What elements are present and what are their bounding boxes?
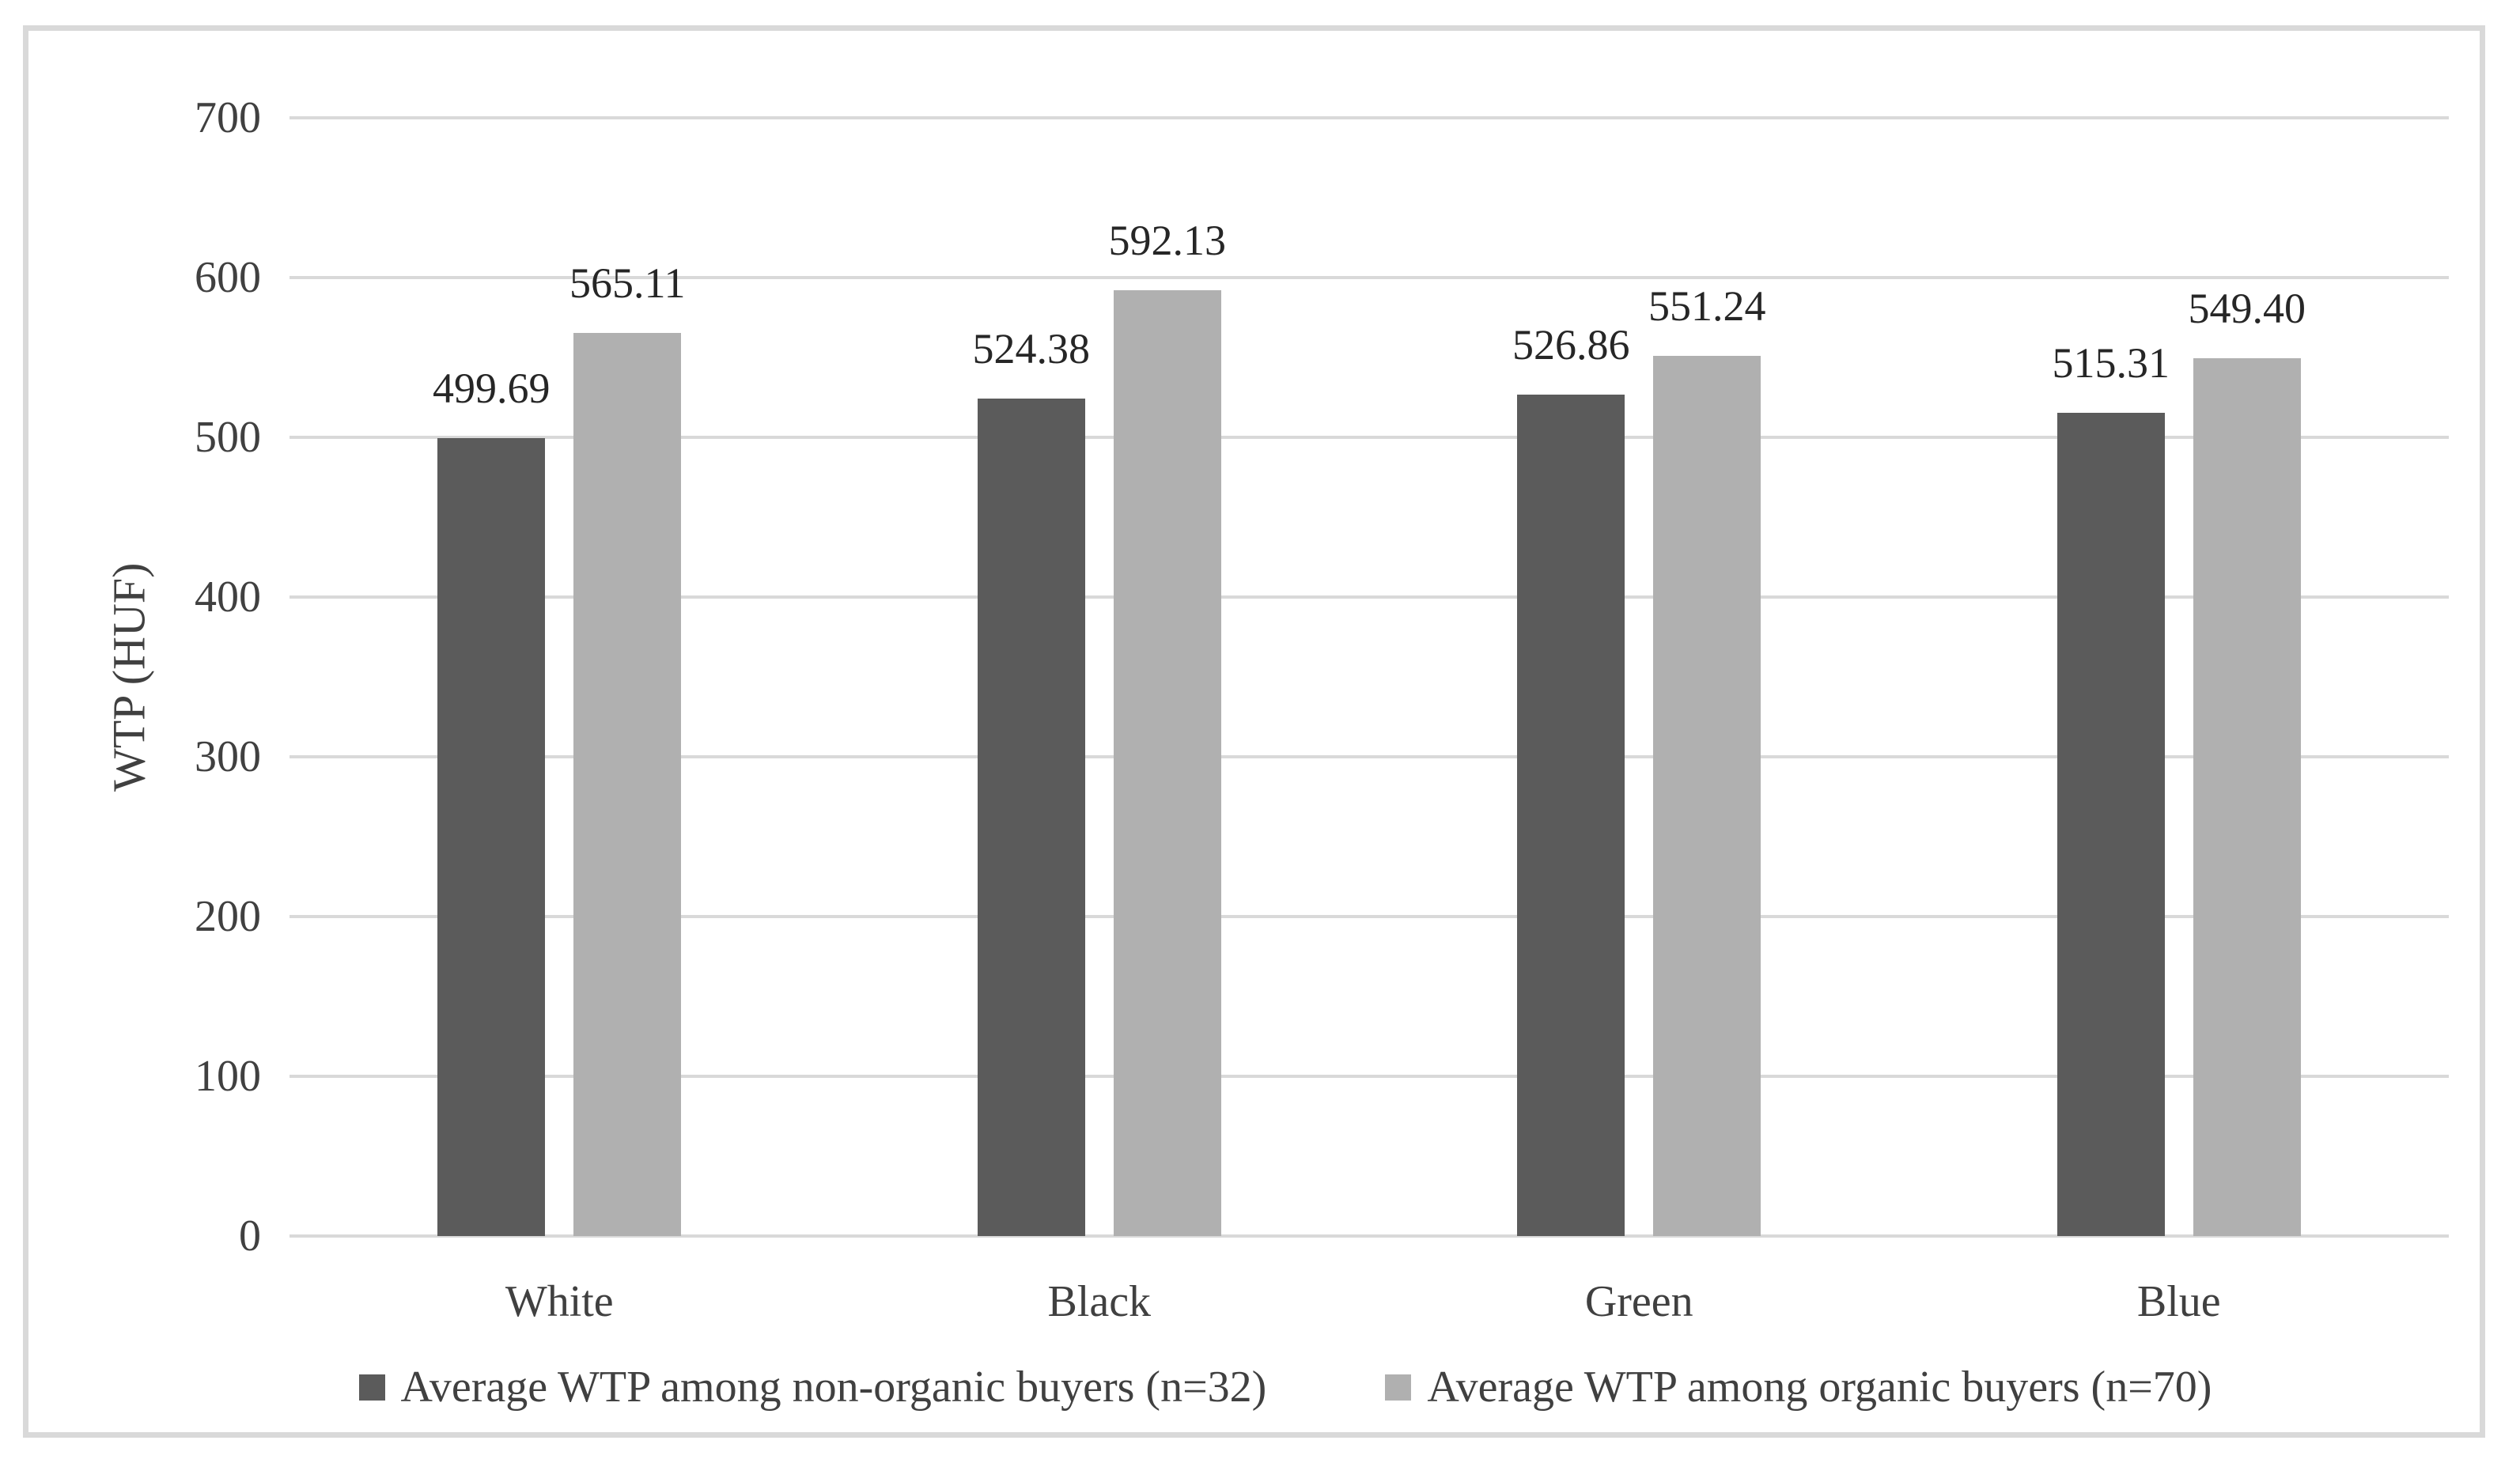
category-label: Black	[1047, 1277, 1152, 1326]
bar	[2193, 358, 2301, 1236]
y-tick-label: 700	[195, 93, 261, 142]
legend-swatch	[358, 1374, 385, 1401]
y-tick-label: 400	[195, 573, 261, 622]
legend-item: Average WTP among organic buyers (n=70)	[1385, 1361, 2212, 1414]
legend-swatch	[1385, 1374, 1412, 1401]
data-label: 524.38	[972, 324, 1091, 372]
gridline	[289, 276, 2449, 279]
category-label: White	[505, 1277, 614, 1326]
bar-group: 524.38 592.13	[830, 118, 1370, 1236]
gridline	[289, 1234, 2449, 1238]
gridline	[289, 595, 2449, 599]
y-tick-label: 500	[195, 413, 261, 462]
data-label: 592.13	[1108, 216, 1227, 264]
y-tick-label: 200	[195, 892, 261, 941]
bar	[977, 398, 1085, 1236]
data-label: 565.11	[569, 259, 686, 308]
bar-group: 526.86 551.24	[1369, 118, 1909, 1236]
bar-group: 499.69 565.11	[289, 118, 830, 1236]
data-label: 526.86	[1512, 320, 1630, 369]
legend-label: Average WTP among non-organic buyers (n=…	[400, 1363, 1267, 1412]
y-tick-label: 100	[195, 1052, 261, 1101]
data-label: 549.40	[2188, 285, 2306, 333]
x-axis: White Black Green Blue	[289, 1274, 2449, 1329]
bar	[1113, 289, 1221, 1236]
legend: Average WTP among non-organic buyers (n=…	[57, 1361, 2514, 1414]
category-label: Green	[1584, 1277, 1693, 1326]
bar	[2056, 413, 2165, 1236]
gridline	[289, 1075, 2449, 1078]
bar	[1653, 355, 1761, 1236]
y-tick-label: 0	[239, 1212, 261, 1261]
bar-group: 515.31 549.40	[1909, 118, 2450, 1236]
bar	[573, 333, 682, 1236]
gridline	[289, 915, 2449, 918]
data-label: 515.31	[2052, 339, 2170, 387]
gridline	[289, 116, 2449, 119]
y-tick-label: 300	[195, 732, 261, 781]
data-label: 499.69	[433, 364, 551, 412]
y-tick-label: 600	[195, 253, 261, 302]
legend-item: Average WTP among non-organic buyers (n=…	[358, 1361, 1267, 1414]
bar	[437, 437, 546, 1236]
gridline	[289, 755, 2449, 758]
gridline	[289, 436, 2449, 439]
chart-frame: WTP (HUF) 0 100 200 300 400 500 600 700 499.69 5…	[23, 25, 2485, 1438]
bar	[1517, 394, 1625, 1236]
category-label: Blue	[2136, 1277, 2221, 1326]
y-axis: 0 100 200 300 400 500 600 700	[28, 96, 266, 1258]
data-label: 551.24	[1648, 282, 1766, 330]
plot-area: 499.69 565.11 524.38 592.13 526.86 551.24 515.…	[289, 116, 2450, 1238]
legend-label: Average WTP among organic buyers (n=70)	[1427, 1363, 2212, 1412]
